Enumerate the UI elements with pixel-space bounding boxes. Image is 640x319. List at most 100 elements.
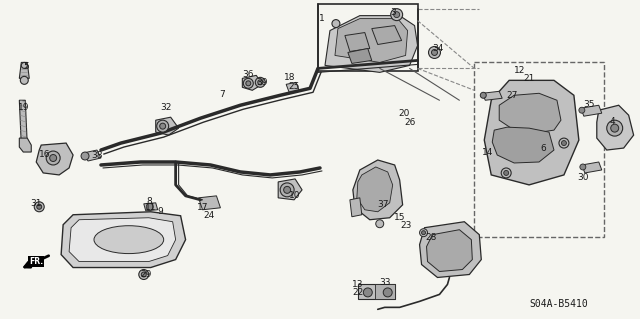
Text: 27: 27 — [506, 91, 518, 100]
Polygon shape — [353, 160, 403, 220]
Text: 11: 11 — [145, 203, 157, 212]
Text: 9: 9 — [158, 207, 164, 216]
Circle shape — [157, 120, 169, 132]
Polygon shape — [484, 80, 579, 185]
Polygon shape — [372, 26, 402, 45]
Text: 36: 36 — [243, 70, 254, 79]
Polygon shape — [596, 105, 634, 150]
Polygon shape — [144, 203, 157, 211]
Polygon shape — [325, 16, 417, 72]
Circle shape — [504, 170, 509, 175]
Polygon shape — [335, 19, 408, 63]
Circle shape — [559, 138, 569, 148]
Text: 37: 37 — [377, 200, 388, 209]
Circle shape — [420, 229, 428, 237]
Text: 25: 25 — [289, 82, 300, 91]
Circle shape — [383, 288, 392, 297]
Text: 18: 18 — [284, 73, 296, 82]
Text: FR.: FR. — [29, 257, 44, 266]
Polygon shape — [198, 196, 220, 210]
Circle shape — [501, 168, 511, 178]
Circle shape — [36, 204, 42, 209]
Polygon shape — [243, 75, 262, 90]
Circle shape — [81, 152, 89, 160]
Bar — [318, 4, 417, 71]
Circle shape — [332, 19, 340, 27]
Polygon shape — [483, 91, 502, 100]
Circle shape — [141, 272, 147, 277]
Circle shape — [20, 76, 28, 84]
Polygon shape — [358, 285, 395, 300]
Circle shape — [611, 124, 619, 132]
Circle shape — [246, 81, 251, 86]
Circle shape — [21, 63, 28, 68]
Text: 4: 4 — [610, 117, 616, 126]
Text: 35: 35 — [583, 100, 595, 109]
Polygon shape — [156, 117, 179, 135]
Polygon shape — [350, 198, 362, 217]
Circle shape — [258, 80, 263, 85]
Text: 12: 12 — [515, 66, 526, 75]
Text: 13: 13 — [352, 280, 364, 289]
Text: 34: 34 — [432, 44, 443, 53]
Circle shape — [147, 203, 153, 210]
Text: 14: 14 — [481, 147, 493, 157]
Circle shape — [243, 78, 253, 88]
Text: 3: 3 — [390, 8, 396, 17]
Polygon shape — [357, 167, 393, 212]
Text: 7: 7 — [220, 90, 225, 99]
Bar — [474, 63, 604, 237]
Text: 29: 29 — [140, 270, 152, 279]
Polygon shape — [286, 82, 299, 92]
Polygon shape — [278, 179, 302, 200]
Polygon shape — [19, 138, 31, 152]
Text: 24: 24 — [203, 211, 214, 220]
Circle shape — [390, 9, 403, 21]
Text: 22: 22 — [352, 288, 364, 297]
Circle shape — [35, 202, 44, 212]
Circle shape — [255, 78, 265, 87]
Text: 5: 5 — [24, 62, 29, 71]
Text: 20: 20 — [398, 109, 410, 118]
Text: 26: 26 — [404, 118, 415, 127]
Text: 28: 28 — [426, 233, 437, 242]
Ellipse shape — [94, 226, 164, 254]
Circle shape — [561, 141, 566, 145]
Polygon shape — [83, 150, 101, 161]
Text: 10: 10 — [289, 191, 301, 200]
Text: FR.: FR. — [29, 257, 44, 266]
Circle shape — [580, 164, 586, 170]
Circle shape — [422, 231, 426, 235]
Text: 16: 16 — [40, 150, 51, 159]
Polygon shape — [19, 63, 29, 78]
Text: 1: 1 — [319, 14, 325, 23]
Circle shape — [284, 186, 291, 193]
Circle shape — [480, 92, 486, 98]
Text: 32: 32 — [160, 103, 172, 112]
Polygon shape — [19, 100, 28, 145]
Text: 19: 19 — [17, 103, 29, 112]
Text: 31: 31 — [31, 199, 42, 208]
Circle shape — [429, 47, 440, 58]
Circle shape — [579, 107, 585, 113]
Text: 30: 30 — [577, 174, 589, 182]
Circle shape — [394, 12, 399, 18]
Text: 15: 15 — [394, 213, 405, 222]
Circle shape — [607, 120, 623, 136]
Text: S04A-B5410: S04A-B5410 — [529, 299, 588, 309]
Polygon shape — [61, 212, 186, 268]
Text: 8: 8 — [147, 197, 152, 206]
Circle shape — [50, 154, 57, 161]
Circle shape — [431, 49, 438, 56]
Polygon shape — [426, 230, 472, 271]
Circle shape — [280, 183, 294, 197]
Circle shape — [139, 270, 148, 279]
Polygon shape — [420, 222, 481, 278]
Text: 38: 38 — [92, 151, 103, 160]
Polygon shape — [375, 285, 395, 300]
Polygon shape — [492, 127, 554, 163]
Polygon shape — [36, 143, 73, 175]
Polygon shape — [348, 48, 372, 63]
Circle shape — [46, 151, 60, 165]
Text: 39: 39 — [257, 78, 268, 87]
